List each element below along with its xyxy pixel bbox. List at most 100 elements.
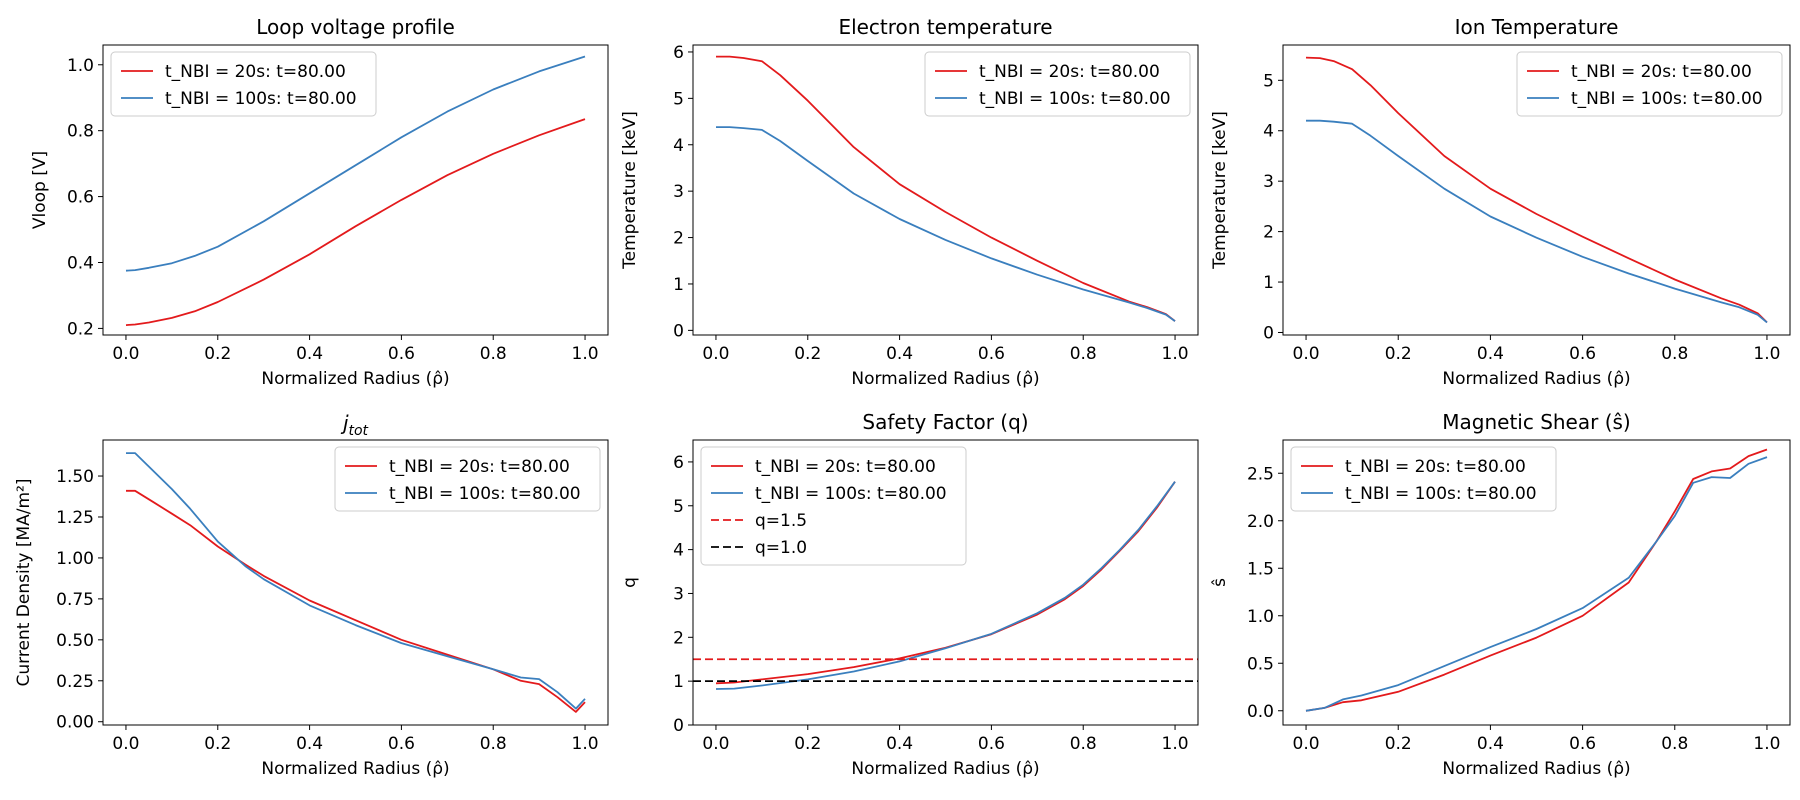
- y-tick-label: 3: [673, 182, 684, 202]
- x-tick-label: 0.6: [1569, 734, 1596, 754]
- x-tick-label: 1.0: [1753, 734, 1780, 754]
- x-tick-label: 0.0: [1293, 734, 1320, 754]
- x-tick-label: 0.2: [204, 344, 231, 364]
- x-tick-label: 0.4: [296, 344, 323, 364]
- legend-box: [924, 51, 1191, 117]
- x-tick-label: 0.8: [1661, 734, 1688, 754]
- x-tick-label: 0.8: [480, 344, 507, 364]
- y-tick-label: 4: [1263, 122, 1274, 142]
- legend-box: [1290, 446, 1557, 512]
- y-tick-label: 5: [1263, 71, 1274, 91]
- x-tick-label: 0.6: [1569, 344, 1596, 364]
- y-tick-label: 1.00: [56, 549, 94, 569]
- axes-frame: [1282, 44, 1791, 336]
- legend-box: [1516, 51, 1783, 117]
- x-axis-label: Normalized Radius (ρ̂): [851, 759, 1039, 779]
- x-tick-label: 0.2: [204, 734, 231, 754]
- series-line: [1305, 56, 1768, 324]
- y-tick-label: 0.2: [67, 319, 94, 339]
- x-tick-label: 0.0: [702, 344, 729, 364]
- chart-panel: jtot 0.0 0.2 0.4 0.6 0.8 1.0 0.00 0.25 0.50 0.75 1.…: [14, 411, 609, 779]
- legend-label: q=1.5: [755, 511, 807, 531]
- chart-panel: Magnetic Shear (ŝ) 0.0 0.2 0.4 0.6 0.8 1.0 0.0 0…: [1210, 410, 1791, 779]
- x-tick-label: 0.6: [978, 734, 1005, 754]
- legend-label: t_NBI = 20s: t=80.00: [979, 62, 1160, 82]
- chart-title: Magnetic Shear (ŝ): [1442, 410, 1630, 434]
- series-line: [126, 452, 586, 710]
- legend-label: t_NBI = 20s: t=80.00: [1571, 62, 1752, 82]
- chart-panel: Safety Factor (q) 0.0 0.2 0.4 0.6 0.8 1.0 0 1 2 3 4…: [620, 410, 1199, 779]
- y-tick-label: 5: [673, 89, 684, 109]
- chart-title: Electron temperature: [838, 15, 1052, 39]
- x-tick-label: 0.6: [978, 344, 1005, 364]
- y-tick-label: 1.0: [67, 56, 94, 76]
- x-tick-label: 1.0: [572, 344, 599, 364]
- y-tick-label: 0.4: [67, 254, 94, 274]
- y-tick-label: 0.6: [67, 188, 94, 208]
- legend-label: t_NBI = 100s: t=80.00: [1345, 484, 1537, 504]
- x-tick-label: 0.2: [1385, 344, 1412, 364]
- y-tick-label: 1.25: [56, 508, 94, 528]
- chart-panel: Loop voltage profile 0.0 0.2 0.4 0.6 0.8 1.0 0.…: [30, 15, 609, 389]
- y-tick-label: 0.25: [56, 672, 94, 692]
- x-tick-label: 1.0: [1162, 344, 1189, 364]
- y-tick-label: 2: [673, 628, 684, 648]
- chart-title: jtot: [340, 411, 369, 439]
- x-tick-label: 0.4: [1477, 344, 1504, 364]
- y-tick-label: 2: [1263, 223, 1274, 243]
- x-tick-label: 0.4: [886, 344, 913, 364]
- y-axis-label: Temperature [keV]: [1210, 111, 1230, 270]
- x-tick-label: 1.0: [1753, 344, 1780, 364]
- chart-panel: Ion Temperature 0.0 0.2 0.4 0.6 0.8 1.0 0 1 2 3 4 5 N…: [1210, 15, 1791, 389]
- legend-box: [334, 446, 601, 512]
- series-line: [125, 118, 586, 326]
- x-tick-label: 1.0: [1162, 734, 1189, 754]
- y-tick-label: 6: [673, 43, 684, 63]
- y-tick-label: 2: [673, 229, 684, 249]
- legend: t_NBI = 20s: t=80.00 t_NBI = 100s: t=80.0…: [334, 446, 601, 512]
- x-tick-label: 0.2: [1385, 734, 1412, 754]
- legend: t_NBI = 20s: t=80.00 t_NBI = 100s: t=80.0…: [1290, 446, 1557, 512]
- legend-label: t_NBI = 100s: t=80.00: [165, 89, 357, 109]
- x-axis-label: Normalized Radius (ρ̂): [261, 369, 449, 389]
- legend-label: t_NBI = 20s: t=80.00: [389, 457, 570, 477]
- series-line: [1305, 448, 1768, 712]
- x-tick-label: 0.0: [112, 344, 139, 364]
- y-axis-label: Vloop [V]: [30, 151, 50, 229]
- legend-label: q=1.0: [755, 538, 807, 558]
- y-tick-label: 4: [673, 541, 684, 561]
- x-axis-label: Normalized Radius (ρ̂): [851, 369, 1039, 389]
- x-tick-label: 0.6: [388, 734, 415, 754]
- x-axis-label: Normalized Radius (ρ̂): [1442, 759, 1630, 779]
- y-tick-label: 1.5: [1247, 559, 1274, 579]
- x-tick-label: 0.4: [296, 734, 323, 754]
- y-tick-label: 2.0: [1247, 512, 1274, 532]
- y-tick-label: 0: [673, 321, 684, 341]
- legend-label: t_NBI = 20s: t=80.00: [165, 62, 346, 82]
- x-tick-label: 1.0: [572, 734, 599, 754]
- x-tick-label: 0.0: [1293, 344, 1320, 364]
- x-tick-label: 0.4: [1477, 734, 1504, 754]
- y-tick-label: 0.8: [67, 122, 94, 142]
- axes-frame: [692, 439, 1199, 726]
- y-tick-label: 2.5: [1247, 464, 1274, 484]
- legend: t_NBI = 20s: t=80.00 t_NBI = 100s: t=80.0…: [1516, 51, 1783, 117]
- legend-label: t_NBI = 100s: t=80.00: [389, 484, 581, 504]
- y-tick-label: 1: [673, 275, 684, 295]
- y-tick-label: 4: [673, 136, 684, 156]
- series-line: [125, 55, 586, 272]
- series-line: [126, 489, 586, 713]
- x-tick-label: 0.4: [886, 734, 913, 754]
- series-line: [1306, 119, 1768, 324]
- series-line: [716, 126, 1176, 322]
- y-axis-label: Temperature [keV]: [620, 111, 640, 270]
- y-tick-label: 1.0: [1247, 607, 1274, 627]
- legend-label: t_NBI = 100s: t=80.00: [979, 89, 1171, 109]
- y-tick-label: 0.0: [1247, 702, 1274, 722]
- axes-frame: [1282, 439, 1791, 726]
- x-tick-label: 0.8: [480, 734, 507, 754]
- x-tick-label: 0.8: [1661, 344, 1688, 364]
- y-tick-label: 1: [1263, 273, 1274, 293]
- legend: t_NBI = 20s: t=80.00 t_NBI = 100s: t=80.0…: [110, 51, 377, 117]
